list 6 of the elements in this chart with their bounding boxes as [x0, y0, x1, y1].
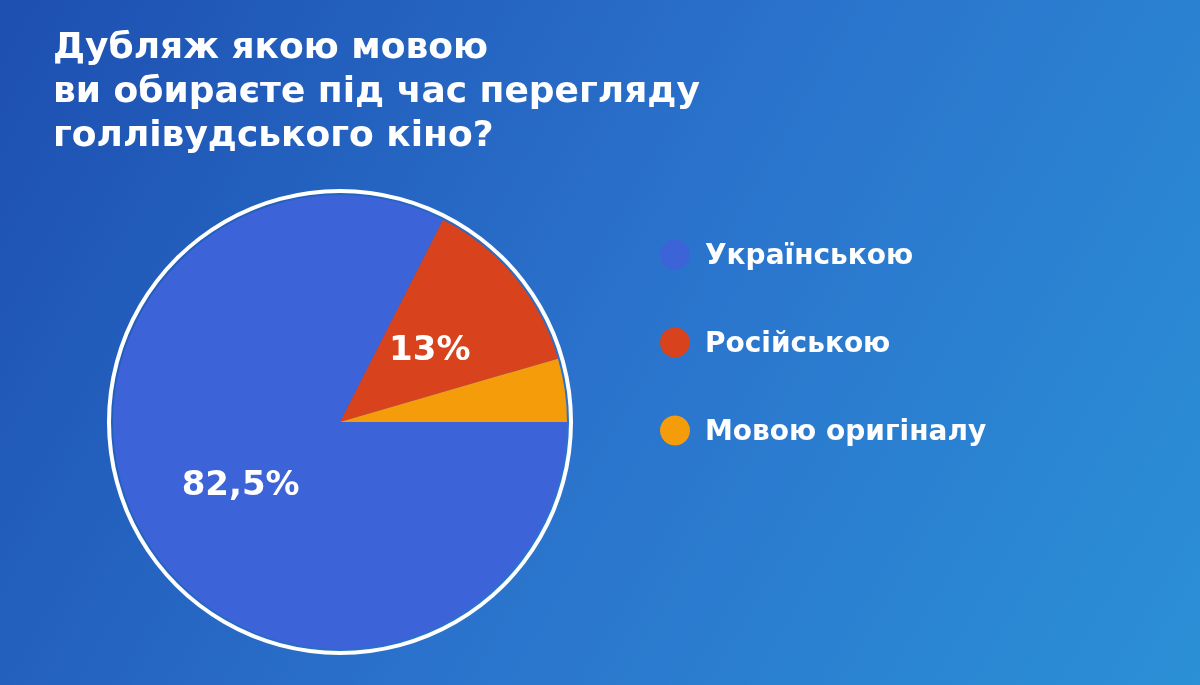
legend-label: Російською: [705, 326, 891, 359]
legend-label: Мовою оригіналу: [705, 414, 987, 447]
data-label: 82,5%: [181, 462, 300, 503]
chart-title: Дубляж якою мовою ви обираєте під час перегляду голлівудського кіно?: [53, 24, 700, 154]
legend-label: Українською: [705, 238, 914, 271]
data-label: 13%: [389, 327, 471, 368]
